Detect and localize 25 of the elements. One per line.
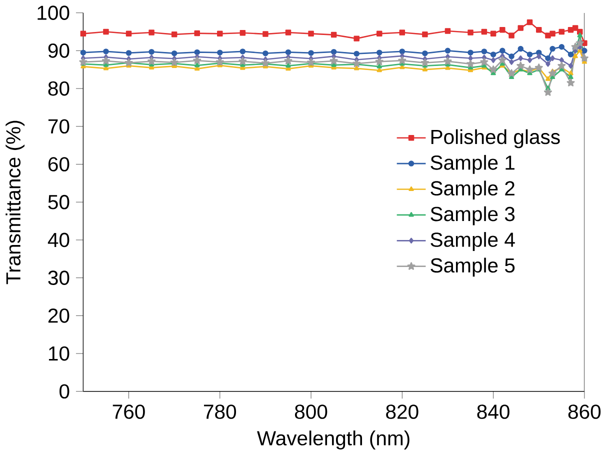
x-tick-label: 860 bbox=[568, 404, 601, 419]
x-axis-title: Wavelength (nm) bbox=[257, 430, 410, 450]
x-tick-label: 840 bbox=[477, 404, 510, 419]
x-tick-label: 800 bbox=[294, 404, 328, 419]
legend-label: Polished glass bbox=[431, 129, 560, 148]
y-tick-label: 80 bbox=[48, 81, 70, 96]
y-tick-label: 70 bbox=[48, 119, 70, 134]
y-tick-label: 40 bbox=[48, 232, 70, 248]
x-tick-label: 780 bbox=[204, 404, 236, 419]
y-tick-label: 100 bbox=[38, 6, 70, 20]
y-tick-label: 30 bbox=[48, 270, 70, 285]
y-axis-title: Transmittance (%) bbox=[6, 120, 25, 284]
legend-label: Sample 1 bbox=[430, 154, 514, 174]
y-tick-label: 10 bbox=[48, 346, 70, 361]
y-tick-label: 0 bbox=[60, 384, 70, 399]
legend-label: Sample 2 bbox=[430, 180, 514, 200]
legend-label: Sample 3 bbox=[430, 206, 515, 226]
y-tick-label: 50 bbox=[48, 194, 70, 210]
legend-label: Sample 4 bbox=[430, 232, 515, 251]
x-tick-label: 760 bbox=[112, 404, 145, 419]
y-tick-label: 90 bbox=[48, 43, 70, 58]
legend-label: Sample 5 bbox=[430, 258, 515, 277]
x-tick-label: 820 bbox=[386, 404, 418, 419]
y-tick-label: 20 bbox=[48, 308, 70, 323]
y-tick-label: 60 bbox=[48, 157, 70, 172]
